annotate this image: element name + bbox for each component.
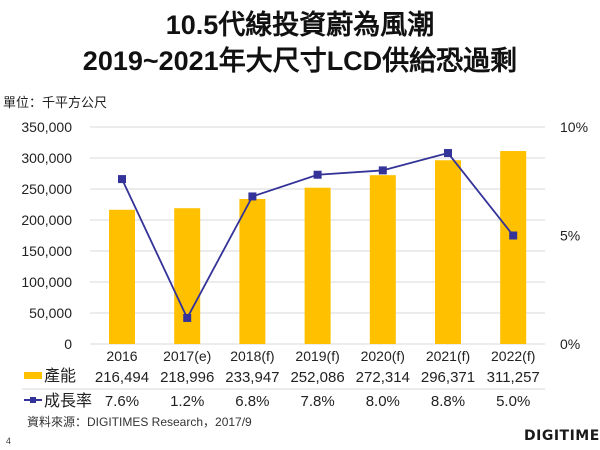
capacity-value: 233,947: [225, 369, 279, 386]
y-tick-label: 50,000: [29, 305, 72, 321]
capacity-value: 272,314: [356, 369, 410, 386]
bar-2020(f): [369, 175, 396, 344]
growth-rate-line: [118, 149, 518, 322]
legend-label-growth: 成長率: [44, 392, 92, 410]
growth-value: 8.0%: [366, 393, 400, 410]
source-note: 資料來源：DIGITIMES Research，2017/9: [27, 415, 252, 429]
chart-title-line-2: 2019~2021年大尺寸LCD供給恐過剩: [82, 46, 518, 76]
capacity-value: 311,257: [487, 369, 540, 386]
growth-value: 7.8%: [300, 393, 334, 410]
capacity-value: 216,494: [95, 369, 149, 386]
capacity-value: 296,371: [421, 369, 475, 386]
y-tick-label: 150,000: [21, 243, 72, 259]
legend-marker-growth: [30, 397, 36, 403]
category-label: 2016: [106, 348, 137, 364]
growth-marker-2019(f): [313, 170, 322, 179]
bar-2021(f): [435, 160, 461, 344]
y-tick-label: 350,000: [21, 119, 72, 135]
y-tick-label: 300,000: [21, 150, 72, 166]
growth-value: 8.8%: [431, 393, 465, 410]
category-label: 2018(f): [230, 348, 274, 364]
y2-tick-label: 0%: [560, 336, 580, 352]
digitimes-logo: DIGITIMES: [524, 428, 600, 444]
growth-value: 5.0%: [496, 393, 530, 410]
bar-2016: [109, 209, 135, 344]
legend-label-capacity: 產能: [44, 367, 76, 385]
y-tick-label: 0: [64, 336, 72, 352]
bar-2019(f): [304, 187, 331, 344]
y2-tick-label: 5%: [560, 228, 580, 244]
category-label: 2019(f): [295, 348, 339, 364]
growth-marker-2018(f): [248, 192, 257, 201]
capacity-value: 218,996: [160, 369, 214, 386]
category-label: 2021(f): [426, 348, 470, 364]
legend-swatch-capacity: [24, 372, 42, 379]
capacity-value: 252,086: [290, 369, 344, 386]
growth-marker-2017(e): [183, 313, 192, 322]
growth-marker-2016: [118, 175, 126, 184]
growth-marker-2020(f): [378, 166, 387, 175]
page-number: 4: [6, 436, 12, 446]
growth-value: 1.2%: [170, 393, 204, 410]
category-label: 2020(f): [361, 348, 405, 364]
bar-2017(e): [174, 208, 201, 344]
left-axis-ticks: 0 50,000 100,000 150,000 200,000 250,000 300,0…: [21, 119, 72, 352]
right-axis-ticks: 0% 5% 10%: [560, 119, 588, 352]
unit-label: 單位：千平方公尺: [3, 95, 108, 110]
growth-marker-2021(f): [444, 149, 452, 158]
capacity-bars: [109, 151, 527, 344]
growth-marker-2022(f): [509, 231, 518, 240]
chart-title-line-1: 10.5代線投資蔚為風潮: [165, 10, 435, 40]
y-tick-label: 200,000: [21, 212, 72, 228]
growth-value: 6.8%: [235, 393, 269, 410]
growth-value: 7.6%: [105, 393, 139, 410]
y2-tick-label: 10%: [560, 119, 588, 135]
bar-2018(f): [239, 198, 266, 344]
y-tick-label: 100,000: [21, 274, 72, 290]
y-tick-label: 250,000: [21, 181, 72, 197]
category-label: 2017(e): [163, 348, 211, 364]
category-labels: 2016 2017(e) 2018(f) 2019(f) 2020(f) 2021(f) 2…: [106, 348, 535, 364]
bar-2022(f): [500, 151, 527, 344]
category-label: 2022(f): [491, 348, 535, 364]
